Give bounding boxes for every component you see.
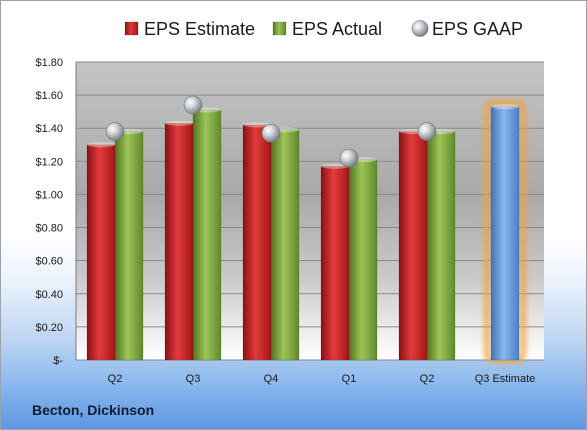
bar-cap [87, 142, 115, 148]
y-tick-label: $1.00 [35, 189, 63, 201]
bar-cap [165, 120, 193, 126]
eps-estimate-bar [86, 144, 116, 361]
y-tick-label: $0.20 [35, 322, 63, 334]
legend-swatch [124, 21, 139, 36]
gridlines [76, 61, 544, 361]
y-tick-label: $- [53, 355, 63, 367]
bar-cap [243, 122, 271, 128]
eps-actual-bar [348, 159, 378, 361]
y-tick-label: $1.60 [35, 90, 63, 102]
legend-swatch [272, 21, 287, 36]
y-tick-label: $0.80 [35, 223, 63, 235]
legend-label: EPS Actual [292, 19, 382, 39]
legend-label: EPS GAAP [432, 19, 523, 39]
eps-gaap-marker [261, 123, 281, 143]
legend: EPS Estimate EPS Actual EPS GAAP [124, 19, 523, 39]
legend-swatch [411, 20, 429, 37]
eps-estimate-bar [398, 131, 428, 361]
eps-estimate-bar [320, 166, 350, 361]
x-tick-label: Q3 [186, 373, 201, 385]
eps-gaap-marker [183, 95, 203, 115]
x-tick-label: Q3 Estimate [475, 373, 536, 385]
y-axis: $1.80 $1.60 $1.40 $1.20 $1.00 $0.80 $0.60 $0.40… [35, 57, 77, 367]
plot-area [76, 62, 544, 360]
eps-estimate-bar [242, 124, 272, 361]
eps-estimate-bar [164, 123, 194, 361]
bar-cap [491, 104, 519, 110]
x-tick-label: Q4 [264, 373, 279, 385]
eps-actual-bar [192, 109, 222, 361]
x-tick-label: Q2 [420, 373, 435, 385]
y-tick-label: $0.40 [35, 289, 63, 301]
eps-gaap-marker [105, 122, 125, 141]
q3-estimate-bar [490, 106, 520, 361]
eps-actual-bar [426, 131, 456, 361]
bar-cap [321, 163, 349, 169]
eps-gaap-marker [417, 122, 437, 141]
bars [86, 99, 526, 363]
eps-gaap-marker [339, 148, 359, 168]
legend-label: EPS Estimate [144, 19, 255, 39]
gaap-markers [105, 95, 437, 168]
y-tick-label: $1.40 [35, 123, 63, 135]
eps-actual-bar [270, 129, 300, 361]
y-tick-label: $0.60 [35, 256, 63, 268]
y-tick-label: $1.20 [35, 156, 63, 168]
company-name: Becton, Dickinson [32, 402, 155, 418]
x-axis: Q2 Q3 Q4 Q1 Q2 Q3 Estimate [108, 373, 536, 385]
eps-actual-bar [114, 131, 144, 361]
x-tick-label: Q2 [108, 373, 123, 385]
y-tick-label: $1.80 [35, 57, 63, 69]
x-tick-label: Q1 [342, 373, 357, 385]
